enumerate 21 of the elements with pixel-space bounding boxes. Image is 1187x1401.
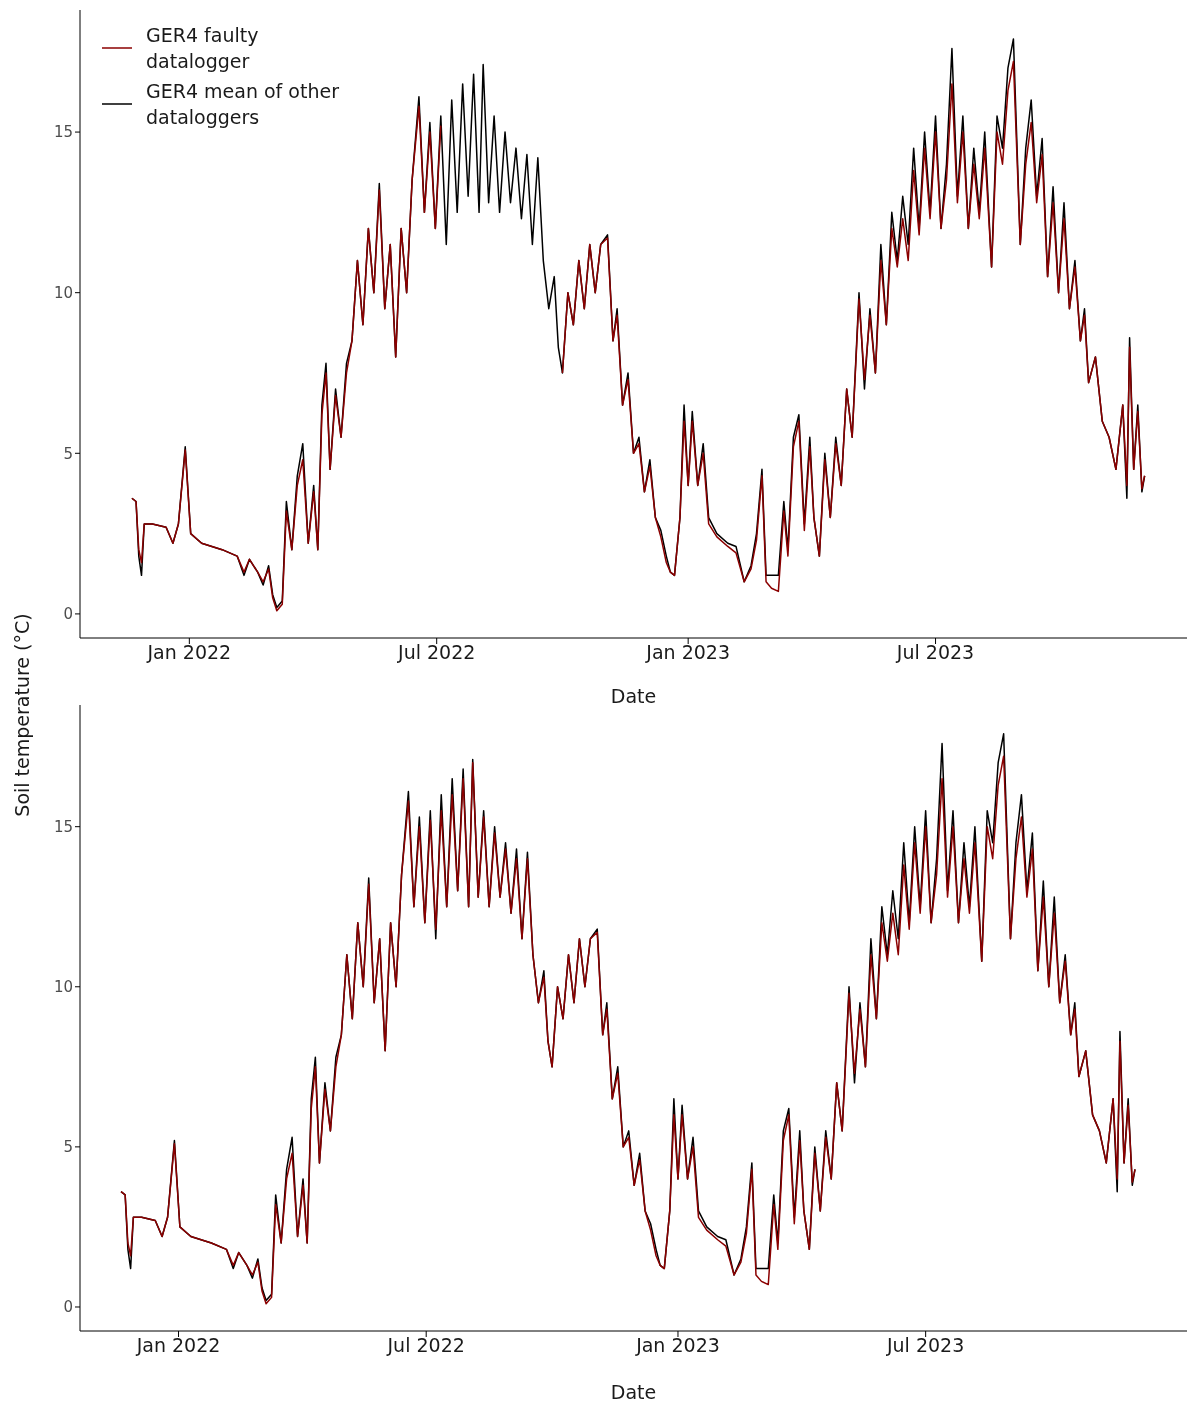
x-tick-label: Jul 2022 xyxy=(397,641,476,664)
y-tick-label: 10 xyxy=(53,978,73,997)
x-tick-label: Jan 2022 xyxy=(135,1334,221,1357)
x-axis-title: Date xyxy=(610,1381,657,1401)
legend-label: GER4 faulty datalogger xyxy=(146,23,260,74)
x-tick-label: Jul 2023 xyxy=(885,1334,965,1357)
y-tick-label: 0 xyxy=(63,1298,73,1317)
y-tick-label: 15 xyxy=(53,123,73,142)
x-tick-label: Jan 2023 xyxy=(645,641,731,664)
y-tick-label: 5 xyxy=(63,444,73,463)
y-tick-label: 15 xyxy=(53,818,73,836)
y-axis-title: Soil temperature (°C) xyxy=(11,613,33,817)
legend-label: GER4 mean of other dataloggers xyxy=(146,79,340,130)
y-tick-label: 5 xyxy=(63,1138,73,1157)
y-tick-label: 0 xyxy=(63,605,73,624)
x-tick-label: Jul 2022 xyxy=(386,1334,465,1357)
x-tick-label: Jul 2023 xyxy=(895,641,975,664)
x-axis-title: Date xyxy=(610,685,657,707)
y-tick-label: 10 xyxy=(53,284,73,303)
x-tick-label: Jan 2023 xyxy=(635,1334,720,1357)
x-tick-label: Jan 2022 xyxy=(146,641,232,664)
